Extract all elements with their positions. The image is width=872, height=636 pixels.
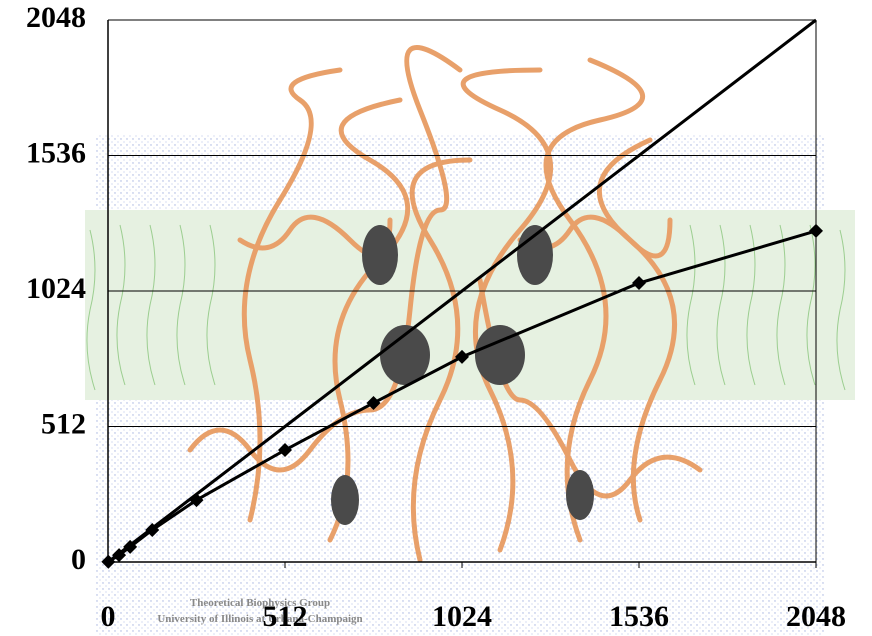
x-tick-label: 1024 bbox=[432, 600, 492, 633]
y-tick-label: 1536 bbox=[26, 136, 86, 169]
x-tick-label: 2048 bbox=[786, 600, 846, 633]
y-tick-label: 1024 bbox=[26, 272, 86, 305]
watermark: Theoretical Biophysics Group bbox=[190, 597, 330, 609]
x-tick-label: 1536 bbox=[609, 600, 669, 633]
y-tick-label: 2048 bbox=[26, 1, 86, 34]
background-image bbox=[85, 48, 855, 636]
y-tick-label: 0 bbox=[71, 543, 86, 576]
y-tick-label: 512 bbox=[41, 407, 86, 440]
x-tick-label: 0 bbox=[101, 600, 116, 633]
watermark: University of Illinois at Urbana-Champai… bbox=[157, 613, 362, 625]
x-tick-label: 512 bbox=[263, 600, 308, 633]
chart: Theoretical Biophysics Group University … bbox=[0, 0, 872, 636]
